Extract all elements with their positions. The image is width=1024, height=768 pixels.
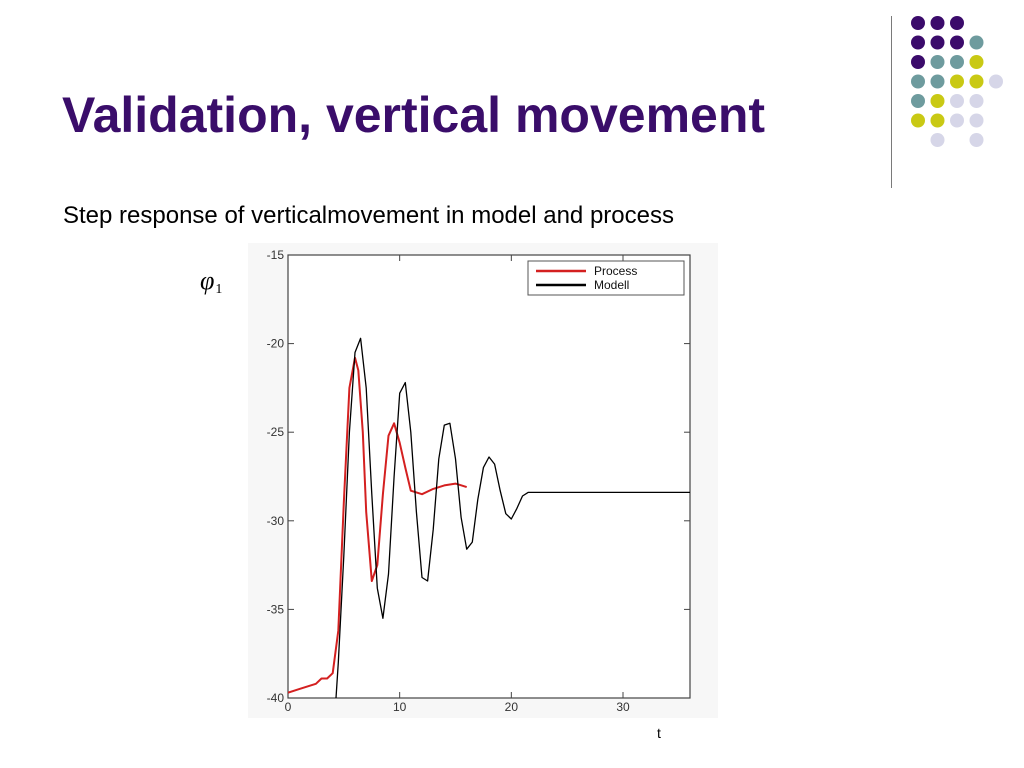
decorative-dot	[969, 74, 984, 89]
decorative-dot	[930, 133, 945, 147]
x-tick-label: 10	[393, 700, 407, 714]
decorative-dot	[969, 94, 984, 108]
decorative-dot	[930, 113, 945, 128]
y-tick-label: -25	[267, 425, 285, 439]
decorative-dot	[930, 35, 945, 50]
decorative-divider	[891, 16, 892, 188]
x-tick-label: 20	[505, 700, 519, 714]
decorative-dot	[950, 94, 964, 108]
slide-title: Validation, vertical movement	[62, 87, 766, 143]
series-line-modell	[335, 337, 690, 698]
decorative-dot	[911, 113, 925, 128]
decorative-dot	[911, 94, 925, 108]
y-axis-label: φ1	[200, 266, 223, 297]
decorative-dot	[930, 16, 945, 30]
decorative-dot	[950, 113, 964, 128]
decorative-dot	[930, 74, 945, 89]
decorative-dot	[911, 35, 925, 50]
decorative-dot	[969, 133, 984, 147]
legend-label: Process	[594, 264, 637, 278]
legend-box	[527, 260, 685, 296]
x-tick-label: 0	[285, 700, 292, 714]
y-tick-label: -35	[267, 602, 285, 616]
decorative-dot	[989, 74, 1003, 89]
decorative-dot	[969, 113, 984, 128]
y-tick-label: -40	[267, 691, 285, 705]
x-axis-label: t	[657, 725, 661, 741]
decorative-dot	[950, 16, 964, 30]
slide-subtitle: Step response of verticalmovement in mod…	[63, 202, 674, 229]
decorative-dot	[930, 94, 945, 108]
decorative-dot-grid	[911, 16, 1003, 147]
y-axis-subscript: 1	[215, 282, 223, 297]
y-tick-label: -20	[267, 337, 285, 351]
y-tick-label: -15	[267, 248, 285, 262]
decorative-dot	[911, 16, 925, 30]
decorative-dot	[930, 55, 945, 69]
x-tick-label: 30	[616, 700, 630, 714]
decorative-dot	[950, 35, 964, 50]
y-axis-symbol: φ	[200, 266, 215, 295]
decorative-dot	[950, 74, 964, 89]
decorative-dot	[969, 35, 984, 50]
y-tick-label: -30	[267, 514, 285, 528]
legend-label: Modell	[594, 278, 629, 292]
decorative-dot	[911, 74, 925, 89]
plot-area	[287, 254, 691, 699]
decorative-dot	[911, 55, 925, 69]
chart-container: -15 -20 -25 -30 -35 -40 0 10 20 30 Process Modell	[248, 243, 718, 718]
decorative-dot	[969, 55, 984, 69]
series-line-process	[288, 356, 467, 694]
decorative-dot	[950, 55, 964, 69]
